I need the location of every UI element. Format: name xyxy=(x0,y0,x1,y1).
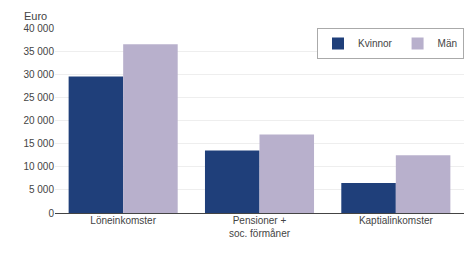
svg-text:10 000: 10 000 xyxy=(23,161,54,172)
svg-text:Pensioner +soc. förmåner: Pensioner +soc. förmåner xyxy=(229,215,291,239)
svg-text:Löneinkomster: Löneinkomster xyxy=(90,215,156,226)
svg-text:Kvinnor: Kvinnor xyxy=(358,38,393,49)
svg-text:5 000: 5 000 xyxy=(29,184,54,195)
svg-text:30 000: 30 000 xyxy=(23,69,54,80)
svg-text:15 000: 15 000 xyxy=(23,138,54,149)
svg-text:35 000: 35 000 xyxy=(23,46,54,57)
svg-text:Euro: Euro xyxy=(24,10,47,22)
svg-text:Kaptialinkomster: Kaptialinkomster xyxy=(359,215,434,226)
svg-text:40 000: 40 000 xyxy=(23,23,54,34)
svg-text:0: 0 xyxy=(48,208,54,219)
svg-text:Män: Män xyxy=(438,38,457,49)
svg-text:20 000: 20 000 xyxy=(23,115,54,126)
svg-text:25 000: 25 000 xyxy=(23,92,54,103)
